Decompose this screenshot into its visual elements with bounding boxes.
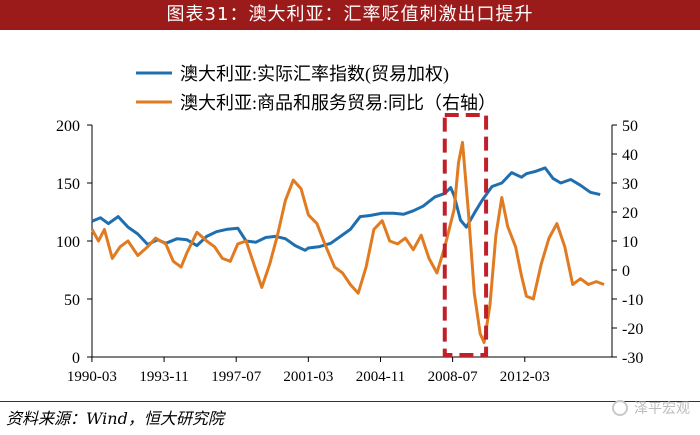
- y-right-tick-label: 40: [622, 147, 638, 164]
- y-right-tick-label: 20: [622, 205, 638, 222]
- watermark-text: 泽平宏观: [634, 401, 690, 417]
- y-right-tick-label: 0: [622, 263, 630, 280]
- source-note: 资料来源：Wind，恒大研究院: [6, 409, 224, 428]
- bottom-divider: [0, 401, 700, 402]
- x-tick-label: 2012-03: [500, 369, 550, 385]
- y-left-tick-label: 0: [72, 350, 80, 367]
- x-tick-label: 1993-11: [139, 369, 188, 385]
- legend-label-trade-yoy: 澳大利亚:商品和服务贸易:同比（右轴）: [180, 93, 496, 113]
- x-tick-label: 2004-11: [356, 369, 405, 385]
- chart-title: 图表31：澳大利亚：汇率贬值刺激出口提升: [0, 0, 700, 30]
- y-right-tick-label: 50: [622, 118, 638, 135]
- series-exchange-rate-line: [91, 166, 601, 252]
- y-right-tick-label: -10: [622, 292, 643, 309]
- x-tick-label: 1990-03: [67, 369, 117, 385]
- y-right-tick-label: -30: [622, 350, 643, 367]
- x-tick-label: 1997-07: [211, 369, 261, 385]
- highlight-box: [442, 113, 489, 357]
- y-right-tick-label: 30: [622, 176, 638, 193]
- y-left-tick-label: 150: [56, 176, 80, 193]
- y-right-tick-label: 10: [622, 234, 638, 251]
- y-right-tick-label: -20: [622, 321, 643, 338]
- x-tick-label: 2001-03: [283, 369, 333, 385]
- y-left-tick-label: 200: [56, 118, 80, 135]
- line-chart: 0 50 100 150 200 -30 -20 -10 0 10 20 30 40 50 1990-03 1…: [56, 64, 643, 385]
- watermark: 泽平宏观: [612, 398, 690, 418]
- wechat-icon: [612, 400, 628, 416]
- y-left-tick-label: 100: [56, 234, 80, 251]
- series-trade-yoy-line: [90, 140, 605, 344]
- legend-label-exchange-rate: 澳大利亚:实际汇率指数(贸易加权): [180, 64, 449, 85]
- y-left-tick-label: 50: [64, 292, 80, 309]
- x-tick-label: 2008-07: [428, 369, 478, 385]
- chart-area: 0 50 100 150 200 -30 -20 -10 0 10 20 30 40 50 1990-03 1…: [0, 30, 700, 400]
